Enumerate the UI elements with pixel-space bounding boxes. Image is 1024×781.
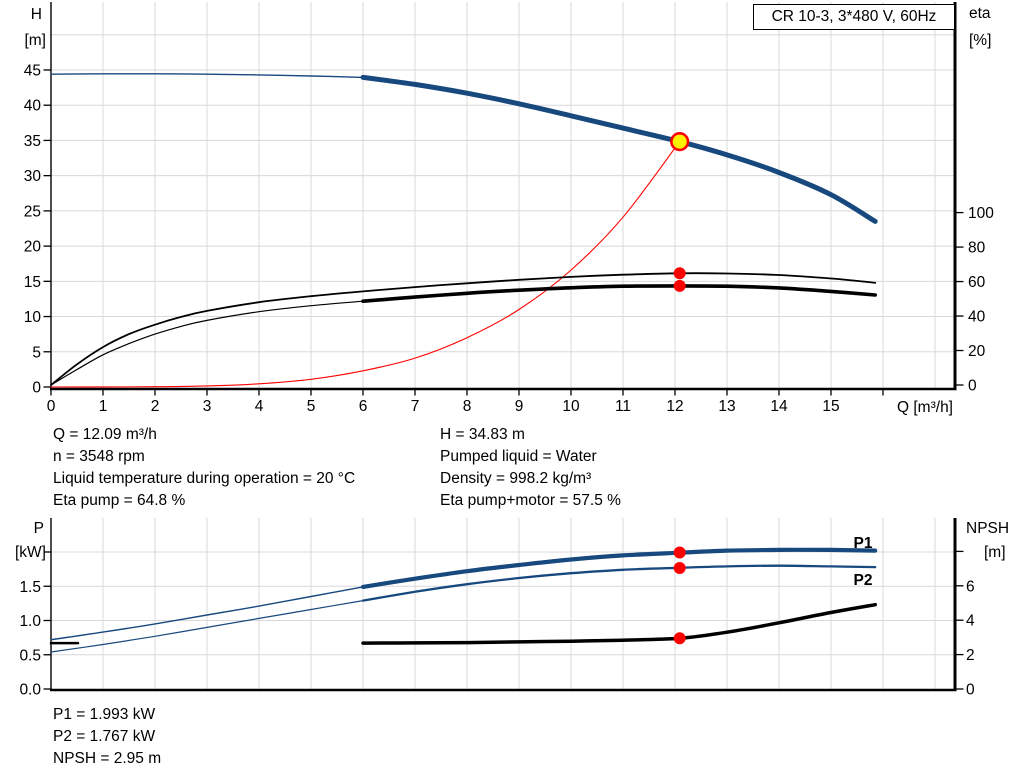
eta-tick-label: 60 xyxy=(968,274,986,291)
q-tick-label: 2 xyxy=(151,398,160,415)
bottom-chart-gridlines xyxy=(51,518,955,690)
eta-axis-unit: [%] xyxy=(969,32,991,49)
h-tick-label: 35 xyxy=(24,133,41,150)
q-tick-label: 8 xyxy=(463,398,472,415)
head-axis-unit: [m] xyxy=(24,32,46,49)
top-chart-markers xyxy=(670,132,690,292)
eta-pump-motor-curve-out-of-range xyxy=(50,300,364,386)
npsh-curve xyxy=(361,602,877,645)
system-curve xyxy=(50,141,681,388)
p1-curve-out-of-range xyxy=(50,586,364,641)
result-npsh: NPSH = 2.95 m xyxy=(53,750,162,767)
q-tick-label: 6 xyxy=(359,398,368,415)
pump-title-box: CR 10-3, 3*480 V, 60Hz xyxy=(753,4,955,30)
result-speed: n = 3548 rpm xyxy=(53,448,145,465)
h-tick-label: 40 xyxy=(24,98,42,115)
eta-pump-curve xyxy=(50,272,877,386)
q-tick-label: 15 xyxy=(822,398,839,415)
duty-results-column-2: H = 34.83 m Pumped liquid = Water Densit… xyxy=(440,424,621,512)
h-tick-label: 10 xyxy=(24,309,42,326)
flow-axis-title: Q [m³/h] xyxy=(897,399,953,416)
bottom-chart-ticks: 0.0 0.5 1.0 1.5 0 2 4 6 xyxy=(19,550,975,699)
q-tick-label: 14 xyxy=(770,398,788,415)
result-eta-pump-motor: Eta pump+motor = 57.5 % xyxy=(440,492,621,509)
eta-tick-label: 40 xyxy=(968,309,986,326)
npsh-tick-label: 2 xyxy=(966,647,975,664)
p-tick-label: 0.5 xyxy=(19,647,41,664)
q-tick-label: 0 xyxy=(47,398,56,415)
bottom-chart-markers xyxy=(673,546,686,645)
duty-results-column-1: Q = 12.09 m³/h n = 3548 rpm Liquid tempe… xyxy=(53,424,355,512)
h-tick-label: 0 xyxy=(32,380,41,397)
h-tick-label: 25 xyxy=(24,203,41,220)
q-tick-label: 4 xyxy=(255,398,264,415)
p-tick-label: 1.5 xyxy=(19,579,41,596)
p-tick-label: 0.0 xyxy=(19,682,41,699)
h-tick-label: 45 xyxy=(24,62,41,79)
result-head: H = 34.83 m xyxy=(440,426,525,443)
head-curve xyxy=(360,74,878,224)
p2-curve xyxy=(361,564,877,602)
operating-point-dot xyxy=(673,267,686,280)
head-axis-name: H xyxy=(31,6,42,23)
p2-curve-out-of-range xyxy=(50,600,364,653)
p1-curve-label: P1 xyxy=(854,535,873,552)
eta-pump-motor-curve xyxy=(361,284,877,303)
bottom-chart-curves xyxy=(49,547,878,653)
h-tick-label: 20 xyxy=(24,239,42,256)
npsh-axis-name: NPSH xyxy=(966,520,1009,537)
top-chart-gridlines xyxy=(51,2,955,388)
p2-curve-label: P2 xyxy=(854,572,873,589)
bottom-chart-axes xyxy=(50,518,957,692)
q-tick-label: 5 xyxy=(307,398,316,415)
operating-point-dot xyxy=(673,546,686,559)
result-eta-pump: Eta pump = 64.8 % xyxy=(53,492,186,509)
npsh-axis-unit: [m] xyxy=(984,544,1006,561)
npsh-tick-label: 4 xyxy=(966,613,975,630)
q-tick-label: 3 xyxy=(203,398,212,415)
power-results: P1 = 1.993 kW P2 = 1.767 kW NPSH = 2.95 … xyxy=(53,704,161,770)
top-chart-curves xyxy=(50,73,878,388)
result-flow: Q = 12.09 m³/h xyxy=(53,426,157,443)
eta-tick-label: 100 xyxy=(968,205,994,222)
h-tick-label: 5 xyxy=(32,344,41,361)
q-tick-label: 10 xyxy=(562,398,580,415)
operating-point-dot xyxy=(673,279,686,292)
h-tick-label: 30 xyxy=(24,168,42,185)
head-curve-out-of-range xyxy=(50,73,364,79)
operating-point-dot xyxy=(673,632,686,645)
h-tick-label: 15 xyxy=(24,274,41,291)
npsh-tick-label: 0 xyxy=(966,682,975,699)
power-axis-unit: [kW] xyxy=(15,544,46,561)
q-tick-label: 7 xyxy=(411,398,420,415)
power-axis-name: P xyxy=(34,520,44,537)
q-tick-label: 1 xyxy=(99,398,108,415)
duty-point-marker[interactable] xyxy=(670,132,690,152)
eta-tick-label: 0 xyxy=(968,378,977,395)
eta-axis-name: eta xyxy=(969,5,991,22)
result-density: Density = 998.2 kg/m³ xyxy=(440,470,592,487)
q-tick-label: 9 xyxy=(515,398,524,415)
result-temperature: Liquid temperature during operation = 20… xyxy=(53,470,356,487)
result-liquid: Pumped liquid = Water xyxy=(440,448,597,465)
npsh-tick-label: 6 xyxy=(966,578,975,595)
result-p1: P1 = 1.993 kW xyxy=(53,706,156,723)
operating-point-dot xyxy=(673,561,686,574)
top-chart-axes xyxy=(50,2,957,391)
eta-tick-label: 20 xyxy=(968,343,986,360)
q-tick-label: 11 xyxy=(615,398,631,415)
result-p2: P2 = 1.767 kW xyxy=(53,728,156,745)
q-tick-label: 13 xyxy=(718,398,735,415)
eta-tick-label: 80 xyxy=(968,240,986,257)
p1-curve xyxy=(360,547,878,589)
pump-title: CR 10-3, 3*480 V, 60Hz xyxy=(771,8,937,25)
p-tick-label: 1.0 xyxy=(19,613,41,630)
q-tick-label: 12 xyxy=(666,398,683,415)
